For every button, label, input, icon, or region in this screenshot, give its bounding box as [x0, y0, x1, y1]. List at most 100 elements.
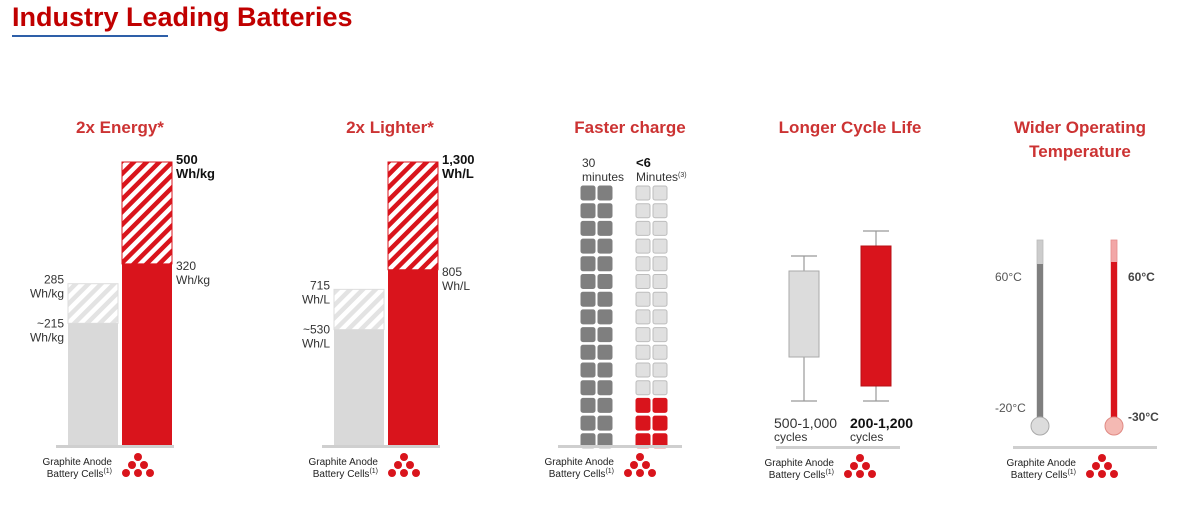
temperature-label-max-1: 60°C [995, 270, 1022, 284]
temperature-logo-dot-6 [1110, 470, 1118, 478]
charge-logo-dot-2 [630, 461, 638, 469]
lighter-bar-2-solid [388, 269, 438, 445]
energy-label-top-1-line-1: 285 [44, 273, 64, 287]
cycle-logo-dot-1 [856, 454, 864, 462]
lighter-label-mid-2-line-2: Wh/L [442, 279, 470, 293]
lighter-logo-dot-5 [400, 469, 408, 477]
cycle-logo-dot-5 [856, 470, 864, 478]
temperature-label-min-2: -30°C [1128, 410, 1159, 424]
charge-label-unit-2: Minutes(3) [636, 170, 687, 184]
energy-logo-dot-5 [134, 469, 142, 477]
charge-cell-1-9-1 [580, 327, 596, 343]
charge-cell-2-10-2 [652, 344, 668, 360]
temperature-heading: Wider Operating Temperature [990, 116, 1170, 164]
charge-cell-1-4-2 [597, 238, 613, 254]
temperature-baseline [1013, 446, 1157, 449]
charge-label-line1: Graphite Anode [545, 457, 615, 468]
temperature-logo-dot-3 [1104, 462, 1112, 470]
temperature-heading-line2: Temperature [1029, 142, 1131, 161]
lighter-label-mid-1-line-1: ~530 [303, 323, 330, 337]
temperature-logo-dot-2 [1092, 462, 1100, 470]
charge-cell-2-3-2 [652, 220, 668, 236]
charge-cell-1-11-1 [580, 362, 596, 378]
lighter-label-mid-2-line-1: 805 [442, 265, 462, 279]
cycle-label-unit-2: cycles [850, 430, 883, 444]
charge-cell-1-3-2 [597, 220, 613, 236]
lighter-label-top-1-line-1: 715 [310, 278, 330, 292]
lighter-logo-dot-3 [406, 461, 414, 469]
charge-cell-1-7-2 [597, 291, 613, 307]
charge-cell-1-11-2 [597, 362, 613, 378]
charge-cell-2-7-2 [652, 291, 668, 307]
charge-cell-1-14-2 [597, 415, 613, 431]
charge-label-unit-1: minutes [582, 170, 624, 184]
lighter-bar-1-hatched [333, 288, 385, 331]
cycle-logo-dot-2 [850, 462, 858, 470]
charge-cell-1-8-1 [580, 309, 596, 325]
charge-cell-2-5-1 [635, 256, 651, 272]
lighter-baseline [322, 445, 440, 448]
lighter-bar-2-hatched [387, 161, 439, 271]
charge-label-sup: (1) [605, 468, 614, 475]
charge-cell-2-1-1 [635, 185, 651, 201]
charge-cell-1-7-1 [580, 291, 596, 307]
energy-label-line1: Graphite Anode [43, 457, 113, 468]
energy-baseline [56, 445, 174, 448]
cycle-baseline [776, 446, 900, 449]
cycle-label-line1: Graphite Anode [765, 458, 835, 469]
lighter-bar-1-solid [334, 329, 384, 445]
charge-cell-2-8-1 [635, 309, 651, 325]
charge-cell-1-6-2 [597, 274, 613, 289]
charge-cell-2-8-2 [652, 309, 668, 325]
charge-label-sup-2: (3) [678, 172, 687, 179]
energy-label-line2: Battery Cells(1) [47, 468, 112, 480]
cycle-label-sup: (1) [825, 469, 834, 476]
charge-cell-1-4-1 [580, 238, 596, 254]
charge-cell-2-13-1 [635, 397, 651, 413]
page-title: Industry Leading Batteries [12, 2, 353, 32]
charge-logo-dot-6 [648, 469, 656, 477]
charge-label-value-2: <6 [636, 155, 651, 170]
charge-cell-1-2-1 [580, 203, 596, 219]
charge-cell-2-3-1 [635, 220, 651, 236]
energy-bar-1-hatched [67, 283, 119, 324]
lighter-label-line2: Battery Cells(1) [313, 468, 378, 480]
charge-cell-2-14-1 [635, 415, 651, 431]
cycle-box-2 [860, 245, 892, 387]
temperature-bulb-2 [1104, 416, 1124, 436]
charge-cell-2-5-2 [652, 256, 668, 272]
charge-cell-1-12-2 [597, 380, 613, 396]
charge-cell-2-11-1 [635, 362, 651, 378]
energy-label-top-2-line-1: 500 [176, 152, 198, 167]
charge-cell-2-12-1 [635, 380, 651, 396]
charge-cell-1-13-1 [580, 397, 596, 413]
cycle-logo-dot-6 [868, 470, 876, 478]
charge-cell-2-11-2 [652, 362, 668, 378]
charge-cell-1-6-1 [580, 274, 596, 289]
charge-cell-1-2-2 [597, 203, 613, 219]
charge-heading: Faster charge [574, 118, 686, 137]
charge-cell-1-8-2 [597, 309, 613, 325]
charge-cell-1-3-1 [580, 220, 596, 236]
charge-cell-2-2-1 [635, 203, 651, 219]
energy-label-sup: (1) [103, 468, 112, 475]
charge-cell-2-10-1 [635, 344, 651, 360]
energy-logo-dot-1 [134, 453, 142, 461]
charge-logo-dot-1 [636, 453, 644, 461]
lighter-label-sup: (1) [369, 468, 378, 475]
temperature-label-line2: Battery Cells(1) [1011, 469, 1076, 481]
temperature-label-max-2: 60°C [1128, 270, 1155, 284]
charge-cell-2-9-1 [635, 327, 651, 343]
temperature-bulb-1 [1030, 416, 1050, 436]
cycle-logo-dot-4 [844, 470, 852, 478]
cycle-logo-dot-3 [862, 462, 870, 470]
charge-cell-2-13-2 [652, 397, 668, 413]
charge-cell-2-6-1 [635, 274, 651, 289]
lighter-logo-dot-4 [388, 469, 396, 477]
energy-label-top-1-line-2: Wh/kg [30, 287, 64, 301]
cycle-label-unit-1: cycles [774, 430, 807, 444]
energy-logo-dot-3 [140, 461, 148, 469]
charge-baseline [558, 445, 682, 448]
charge-logo-dot-3 [642, 461, 650, 469]
